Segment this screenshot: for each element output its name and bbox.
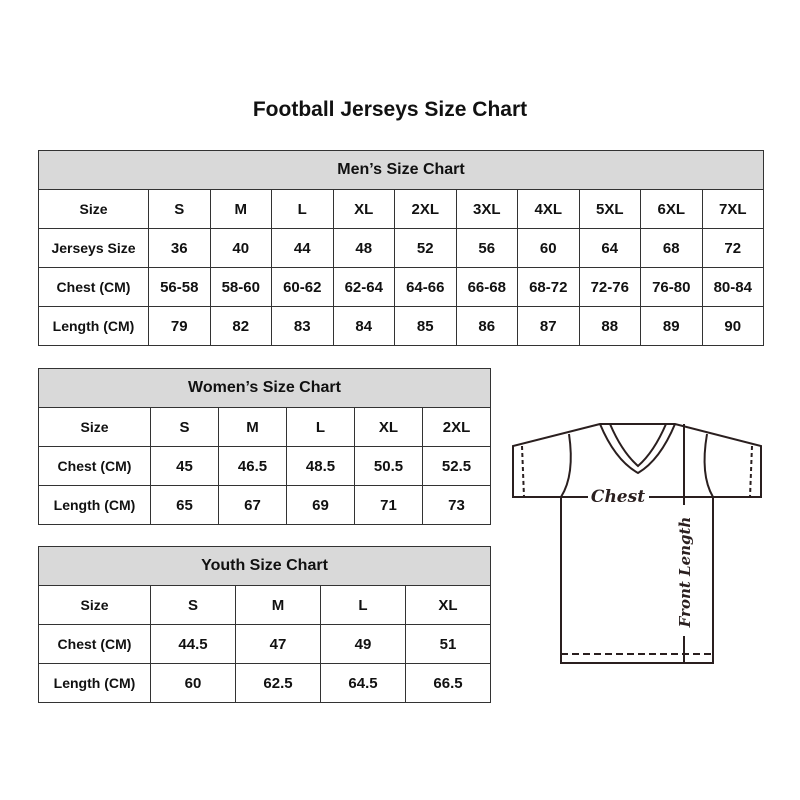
table-cell: 44.5 — [150, 624, 236, 664]
front-length-label: Front Length — [676, 517, 694, 629]
table-cell: 73 — [422, 485, 491, 525]
table-cell: 60 — [150, 663, 236, 703]
table-row: Chest (CM) 44.5 47 49 51 — [38, 624, 491, 664]
table-cell: 84 — [332, 306, 395, 346]
table-row: Chest (CM) 45 46.5 48.5 50.5 52.5 — [38, 446, 491, 486]
table-cell: 85 — [394, 306, 457, 346]
table-cell: 87 — [517, 306, 580, 346]
left-cuff — [521, 445, 525, 498]
table-cell: 47 — [235, 624, 321, 664]
table-cell: M — [235, 585, 321, 625]
table-cell: 76-80 — [640, 267, 703, 307]
row-label: Size — [38, 585, 151, 625]
table-cell: XL — [354, 407, 423, 447]
table-cell: 69 — [286, 485, 355, 525]
table-cell: 67 — [218, 485, 287, 525]
table-row: Size S M L XL 2XL — [38, 407, 491, 447]
table-cell: L — [271, 189, 334, 229]
youth-size-table: Youth Size Chart Size S M L XL Chest (CM) 44.5 4… — [38, 546, 491, 703]
table-cell: 62.5 — [235, 663, 321, 703]
table-row: Length (CM) 60 62.5 64.5 66.5 — [38, 663, 491, 703]
table-cell: 86 — [455, 306, 518, 346]
men-table-title: Men’s Size Chart — [38, 150, 764, 190]
page-title: Football Jerseys Size Chart — [252, 98, 528, 121]
youth-table-title: Youth Size Chart — [38, 546, 491, 586]
women-table-title: Women’s Size Chart — [38, 368, 491, 408]
table-cell: 88 — [578, 306, 641, 346]
table-cell: 82 — [209, 306, 272, 346]
table-row: Size S M L XL — [38, 585, 491, 625]
row-label: Chest (CM) — [38, 624, 151, 664]
table-cell: 49 — [320, 624, 406, 664]
row-label: Jerseys Size — [38, 228, 149, 268]
table-cell: 50.5 — [354, 446, 423, 486]
table-cell: 90 — [701, 306, 764, 346]
chest-label: Chest — [591, 487, 645, 507]
table-cell: 48 — [332, 228, 395, 268]
row-label: Size — [38, 407, 151, 447]
collar — [599, 423, 676, 475]
right-cuff — [749, 445, 753, 498]
table-cell: 2XL — [422, 407, 491, 447]
table-cell: XL — [332, 189, 395, 229]
table-cell: 6XL — [640, 189, 703, 229]
jersey-outline — [512, 423, 762, 664]
table-cell: S — [150, 585, 236, 625]
table-cell: 79 — [148, 306, 211, 346]
table-cell: 52.5 — [422, 446, 491, 486]
table-row: Length (CM) 65 67 69 71 73 — [38, 485, 491, 525]
table-row: Size S M L XL 2XL 3XL 4XL 5XL 6XL 7XL — [38, 189, 764, 229]
table-cell: 65 — [150, 485, 219, 525]
table-cell: M — [218, 407, 287, 447]
table-cell: 64.5 — [320, 663, 406, 703]
table-cell: 60 — [517, 228, 580, 268]
table-cell: 62-64 — [332, 267, 395, 307]
table-cell: L — [286, 407, 355, 447]
table-cell: 66-68 — [455, 267, 518, 307]
table-cell: 5XL — [578, 189, 641, 229]
table-cell: 36 — [148, 228, 211, 268]
table-cell: 44 — [271, 228, 334, 268]
table-cell: 71 — [354, 485, 423, 525]
table-cell: 51 — [405, 624, 491, 664]
table-cell: 72-76 — [578, 267, 641, 307]
left-sleeve-seam — [560, 433, 572, 498]
table-cell: 80-84 — [701, 267, 764, 307]
row-label: Length (CM) — [38, 485, 151, 525]
table-cell: 48.5 — [286, 446, 355, 486]
table-cell: 56-58 — [148, 267, 211, 307]
womens-size-table: Women’s Size Chart Size S M L XL 2XL Chest (CM)… — [38, 368, 491, 525]
row-label: Length (CM) — [38, 306, 149, 346]
table-cell: 60-62 — [271, 267, 334, 307]
row-label: Chest (CM) — [38, 446, 151, 486]
right-sleeve-seam — [703, 433, 714, 498]
table-cell: 66.5 — [405, 663, 491, 703]
table-cell: 68 — [640, 228, 703, 268]
mens-size-table: Men’s Size Chart Size S M L XL 2XL 3XL 4XL 5XL 6XL… — [38, 150, 764, 346]
table-row: Length (CM) 79 82 83 84 85 86 87 88 89 90 — [38, 306, 764, 346]
table-cell: 45 — [150, 446, 219, 486]
table-cell: 40 — [209, 228, 272, 268]
table-row: Jerseys Size 36 40 44 48 52 56 60 64 68 72 — [38, 228, 764, 268]
table-cell: L — [320, 585, 406, 625]
table-cell: 68-72 — [517, 267, 580, 307]
row-label: Size — [38, 189, 149, 229]
table-cell: 7XL — [701, 189, 764, 229]
